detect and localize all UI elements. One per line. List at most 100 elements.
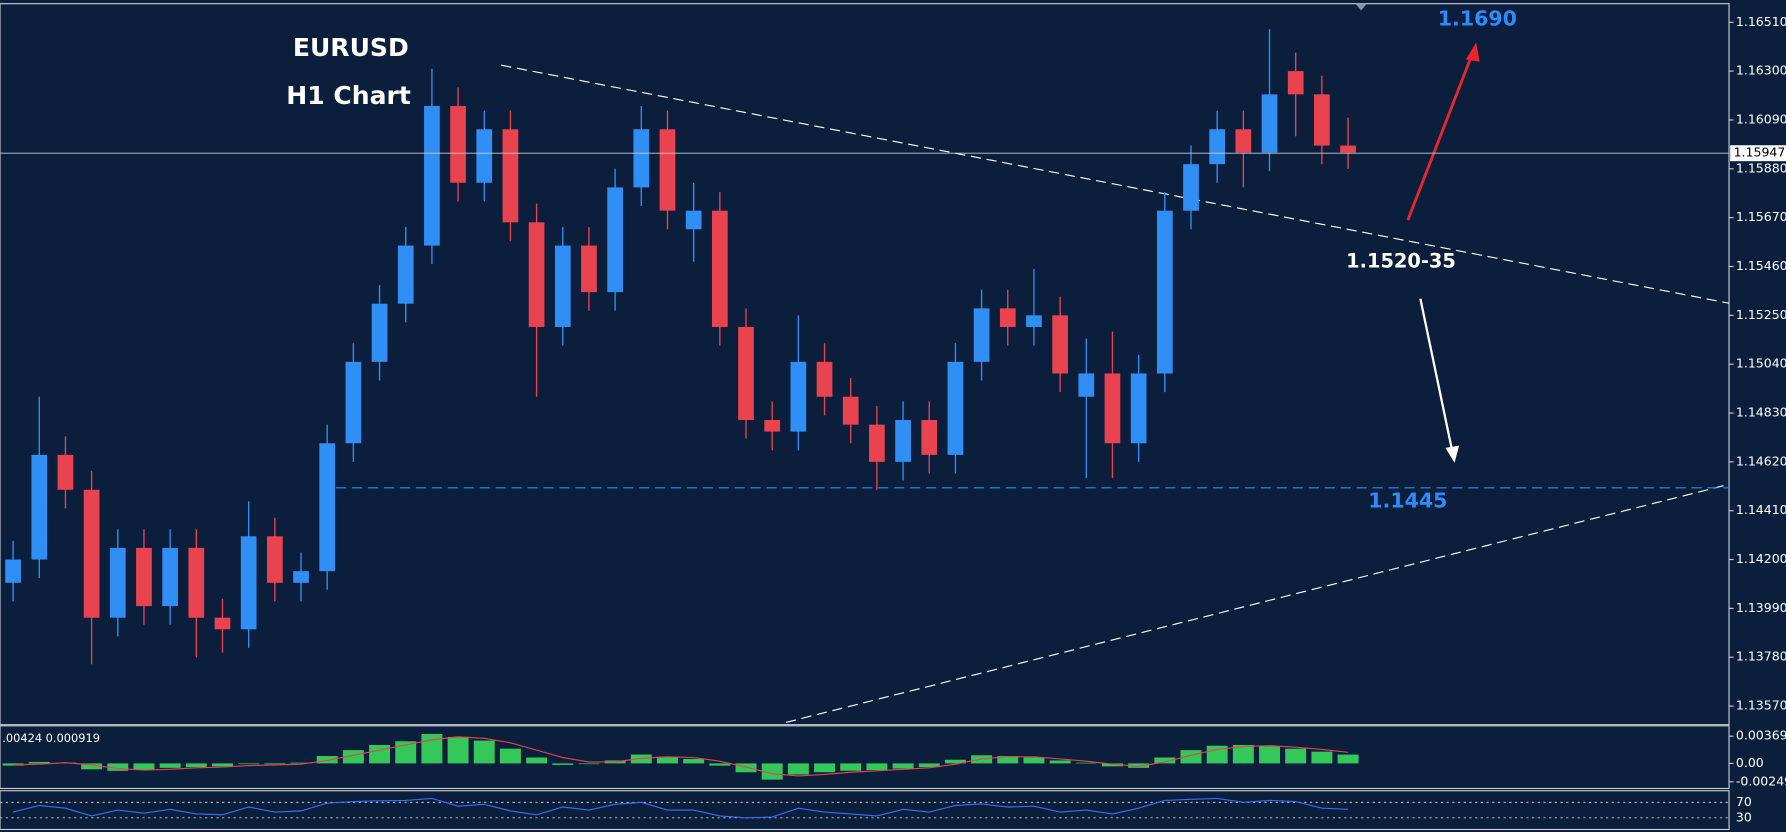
candle-body	[633, 129, 650, 188]
candle-body	[31, 454, 48, 560]
macd-bar	[1337, 754, 1359, 764]
macd-bar	[866, 763, 888, 771]
macd-bar	[761, 763, 783, 780]
candle-body	[1183, 164, 1199, 211]
y-tick-label: 1.16510	[1736, 14, 1786, 29]
candle-body	[293, 571, 309, 583]
candle-body	[5, 559, 21, 583]
y-tick-label: 1.15670	[1736, 209, 1786, 224]
candle-body	[345, 361, 362, 444]
arrow-up	[1406, 52, 1475, 221]
macd-bar	[369, 744, 391, 764]
price-label: 1.15947	[1734, 145, 1786, 160]
candle-body	[397, 245, 414, 304]
y-tick-label: 0.003692	[1736, 728, 1786, 743]
annotation: 1.1520-35	[1346, 250, 1456, 273]
macd-bar	[159, 763, 181, 768]
macd-bar	[1128, 763, 1150, 768]
candle-body	[162, 547, 178, 607]
y-tick-label: -0.002493	[1736, 773, 1786, 788]
candle-body	[319, 443, 336, 572]
macd-bar	[1023, 757, 1045, 764]
rsi-panel	[0, 790, 1730, 831]
chart-title: EURUSD	[293, 33, 409, 62]
candle-body	[1052, 315, 1068, 374]
macd-bar	[997, 756, 1019, 764]
macd-bar	[814, 763, 836, 773]
y-tick-label: 1.14620	[1736, 453, 1786, 468]
candle-body	[895, 419, 911, 462]
macd-bar	[944, 759, 966, 764]
macd-bar	[1049, 760, 1071, 764]
candle-body	[1209, 129, 1226, 165]
candle-body	[685, 210, 702, 230]
y-tick-label: 1.16090	[1736, 111, 1786, 126]
macd-bar	[630, 754, 652, 764]
macd-bar	[1102, 763, 1123, 767]
macd-bar	[1075, 762, 1097, 764]
y-tick-label: 1.15880	[1736, 160, 1786, 175]
y-tick-label: 1.16300	[1736, 63, 1786, 78]
candle-body	[1287, 71, 1304, 95]
candle-body	[816, 361, 833, 397]
candle-body	[1156, 210, 1173, 374]
y-tick-label: 1.15040	[1736, 356, 1786, 371]
macd-bar	[316, 756, 338, 764]
candle-body	[581, 245, 597, 293]
price-tag	[1730, 145, 1786, 162]
candle-body	[659, 129, 676, 211]
annotation: 1.1690	[1438, 7, 1517, 31]
macd-bar	[709, 763, 731, 766]
candle-body	[790, 361, 807, 432]
marks: 1.16510 1.16300 1.16090 1.15880 1.15670 1.154…	[0, 14, 1786, 824]
macd-bar	[1180, 750, 1202, 764]
arrow-head	[1445, 445, 1460, 463]
candle-body	[1340, 145, 1356, 153]
candle-body	[109, 547, 126, 618]
y-tick-label: 1.15250	[1736, 307, 1786, 322]
macd-bar	[185, 763, 207, 768]
macd-bar	[552, 763, 574, 765]
y-tick-label: 70	[1736, 794, 1752, 809]
macd-bar	[1259, 746, 1280, 764]
macd-bar	[578, 763, 600, 765]
macd-bar	[342, 750, 364, 764]
rsi-line	[12, 797, 1349, 819]
candle-body	[607, 187, 623, 293]
candle-body	[1314, 94, 1330, 146]
macd-bar	[290, 762, 312, 764]
y-tick-label: 1.14410	[1736, 502, 1786, 517]
candle-body	[188, 547, 205, 618]
macd-bar	[787, 763, 809, 775]
y-tick-label: 1.14830	[1736, 405, 1786, 420]
y-tick-label: 1.15460	[1736, 258, 1786, 273]
candle-body	[1235, 129, 1252, 153]
candle-body	[1026, 315, 1042, 327]
macd-signal	[13, 736, 1349, 777]
macd-bar	[1285, 748, 1307, 764]
macd-bar	[81, 763, 103, 770]
candle-body	[1078, 373, 1095, 397]
macd-bar	[840, 763, 862, 771]
arrow-head	[1465, 42, 1480, 62]
candle-body	[999, 308, 1016, 327]
annotation: 1.1445	[1368, 488, 1447, 512]
candle-body	[842, 396, 859, 425]
candle-body	[371, 303, 388, 362]
trendline	[785, 483, 1730, 723]
macd-bar	[238, 763, 260, 765]
candle-body	[764, 419, 781, 432]
y-tick-label: 1.13990	[1736, 600, 1786, 615]
candle-body	[424, 106, 440, 246]
candle-body	[1261, 94, 1278, 153]
macd-panel	[0, 725, 1730, 790]
y-tick-label: 1.14200	[1736, 551, 1786, 566]
trendline	[501, 64, 1730, 304]
macd-bar	[499, 748, 521, 764]
macd-bar	[421, 733, 443, 764]
candle-body	[869, 424, 885, 462]
macd-bar	[212, 763, 233, 767]
candle-body	[476, 129, 493, 183]
macd-bar	[1154, 757, 1176, 764]
